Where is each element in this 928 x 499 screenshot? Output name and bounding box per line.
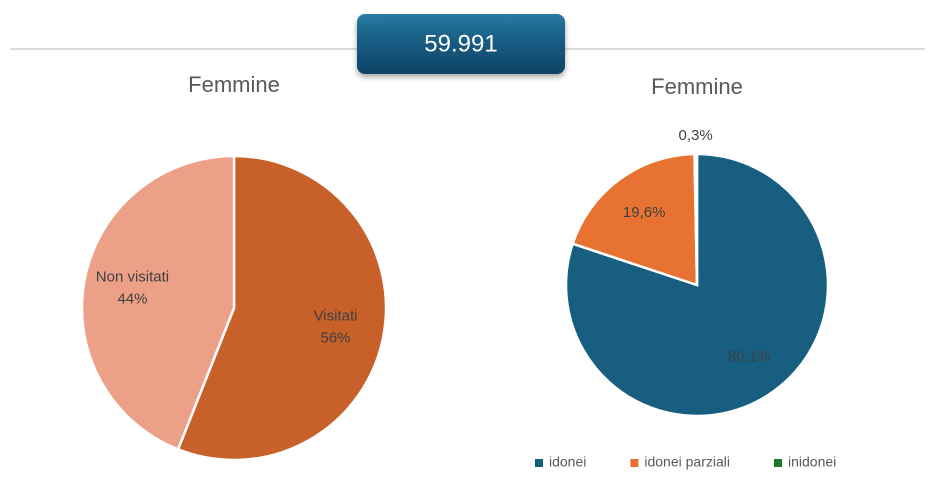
pie-slice <box>176 154 388 462</box>
legend-label: inidonei <box>788 454 836 470</box>
legend-label: idonei <box>549 454 586 470</box>
data-label-name: Non visitati <box>96 269 169 286</box>
legend-swatch <box>630 459 639 467</box>
data-label: 80,1% <box>728 348 771 365</box>
legend-label: idonei parziali <box>644 454 730 470</box>
legend-swatch <box>773 459 782 467</box>
pie-slice <box>571 152 699 287</box>
pie-slice <box>80 154 236 451</box>
banner-box <box>357 14 565 74</box>
chart-title: Femmine <box>651 74 743 99</box>
data-label: 0,3% <box>678 127 712 144</box>
banner-value: 59.991 <box>424 30 497 57</box>
chart-title: Femmine <box>188 72 280 97</box>
data-label: 19,6% <box>623 204 666 221</box>
data-label: 56% <box>321 329 351 346</box>
pie-slice <box>693 152 699 286</box>
legend-swatch <box>535 459 543 467</box>
data-label-name: Visitati <box>314 307 358 324</box>
data-label: 44% <box>117 291 147 308</box>
